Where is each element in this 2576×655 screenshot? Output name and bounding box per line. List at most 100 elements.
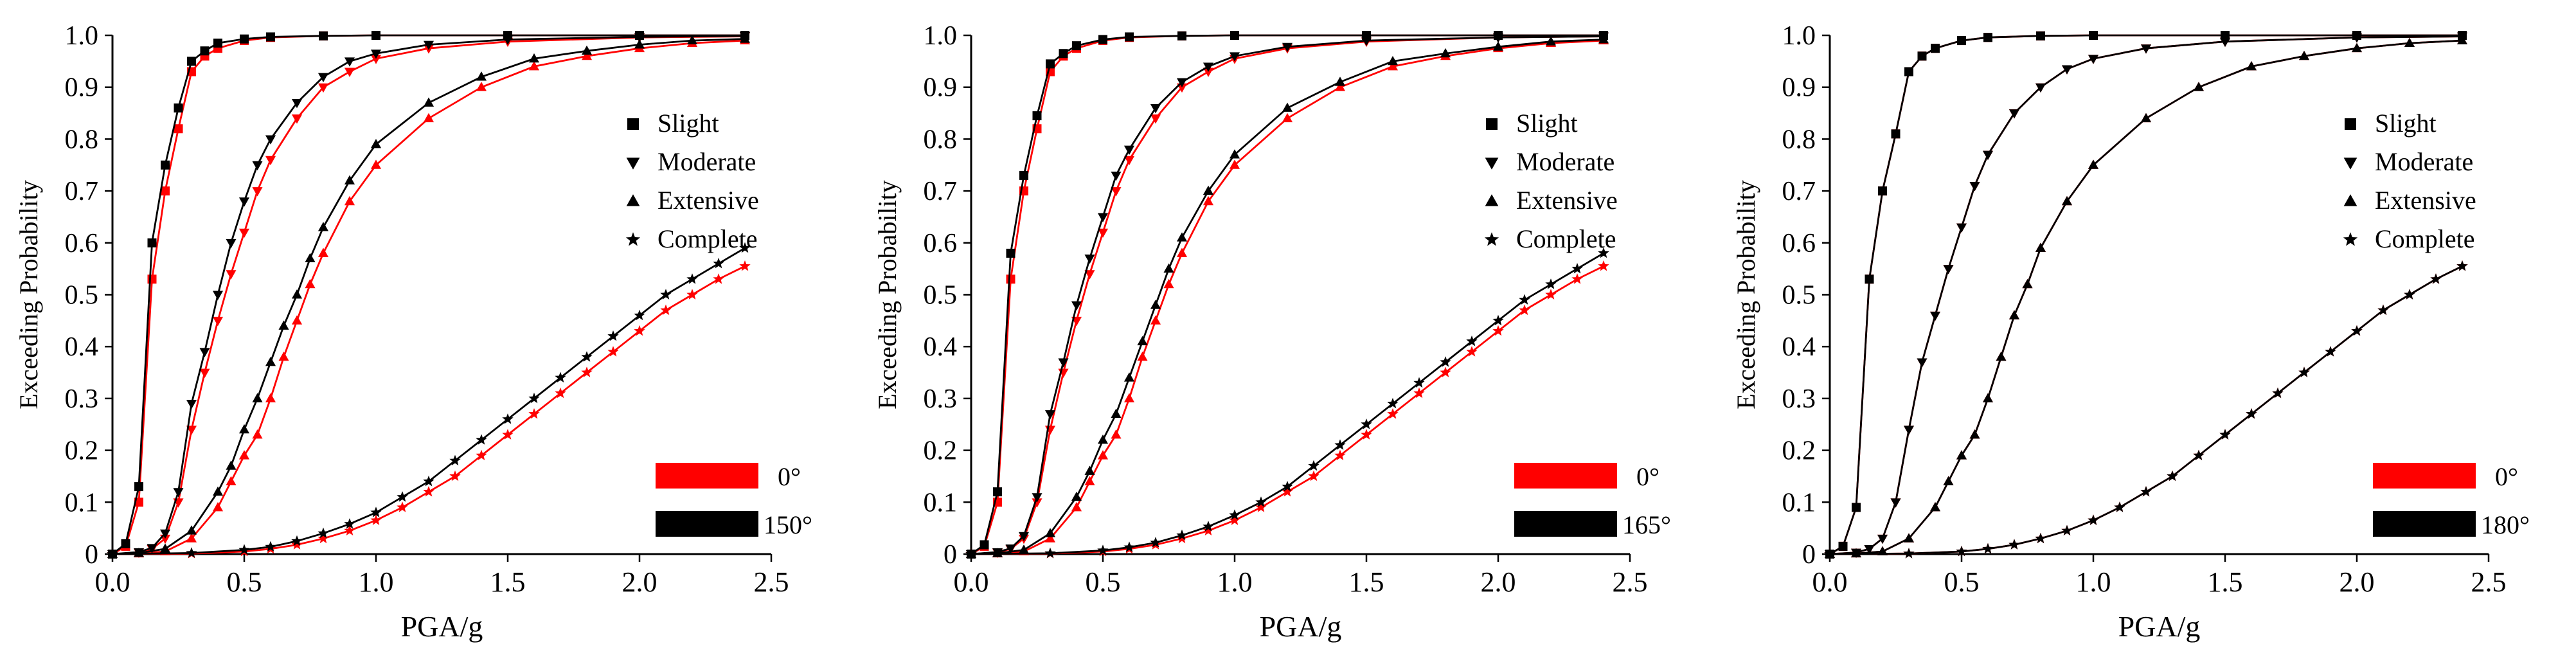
data-point [1943,265,1954,274]
data-point [965,548,977,559]
y-axis-label: Exceeding Probability [1731,180,1760,409]
data-point [660,304,672,316]
y-tick-label: 0.4 [924,332,958,362]
data-point [1492,325,1504,336]
data-point [1545,278,1557,289]
y-tick-label: 0.2 [1782,436,1816,466]
legend-marker-extensive [1485,194,1499,206]
data-point [1852,503,1861,512]
series-moderate-rotated [107,31,751,560]
data-point [186,547,197,558]
x-tick-label: 2.0 [622,566,657,598]
y-axis-label: Exceeding Probability [14,180,43,409]
data-point [370,55,382,64]
data-point [226,238,237,249]
series-line [1829,34,2462,555]
data-point [186,533,197,543]
data-point [1282,486,1293,497]
legend-marker-complete [1484,232,1499,246]
series-line [970,35,1604,555]
data-point [1018,544,1030,554]
data-point [581,351,593,362]
data-point [107,548,118,559]
x-tick-label: 1.5 [490,566,526,598]
data-point [226,476,237,485]
data-point [1982,393,1994,402]
series-extensive-rotated [965,34,1609,558]
data-point [2351,33,2363,43]
data-point [174,124,183,134]
data-point [252,393,263,402]
data-point [993,487,1002,497]
data-point [1931,44,1940,53]
data-point [2022,278,2033,289]
data-point [1006,248,1015,258]
y-tick-label: 0.1 [65,488,99,517]
data-point [186,426,197,435]
data-point [1982,543,1994,554]
data-point [318,247,329,257]
y-tick-label: 0.6 [65,229,99,258]
data-point [1071,501,1082,512]
data-point [1123,372,1135,382]
data-point [1929,501,1941,512]
data-point [1387,408,1399,419]
data-point [266,32,275,42]
data-point [318,222,329,231]
series-extensive-reference [965,35,1609,558]
data-point [739,242,751,253]
data-point [318,83,329,93]
data-point [1150,315,1161,325]
data-point [528,408,540,419]
y-tick-label: 1.0 [924,21,958,51]
data-point [1917,51,1927,61]
series-extensive-rotated [107,33,751,558]
data-point [1097,544,1109,555]
data-point [2088,55,2099,64]
data-point [1072,41,1081,51]
data-point [581,50,593,60]
series-line [112,35,746,555]
angle-key-rotated-label: 180° [2481,510,2530,539]
x-tick-label: 1.5 [2208,566,2243,598]
x-tick-label: 0.5 [227,566,262,598]
data-point [2140,112,2152,123]
series-line [112,34,745,555]
data-point [291,289,303,299]
data-point [1123,393,1135,402]
data-point [1163,278,1174,289]
data-point [476,434,487,445]
data-point [1969,429,1980,439]
y-tick-label: 0.9 [1782,73,1816,103]
data-point [278,351,289,361]
legend-marker-moderate [626,157,640,170]
data-point [1059,49,1068,58]
data-point [1956,223,1967,233]
data-point [1058,358,1069,368]
data-point [1571,263,1583,274]
data-point [449,454,461,466]
data-point [1308,470,1319,481]
data-point [1571,273,1583,284]
data-point [1203,525,1214,535]
data-point [1308,460,1319,471]
data-point [423,97,434,107]
data-point [2351,325,2363,336]
legend-label-slight: Slight [2375,109,2437,138]
data-point [238,197,250,207]
data-point [1111,408,1122,418]
data-point [1005,544,1016,554]
y-tick-label: 0.8 [65,125,99,154]
data-point [226,270,237,280]
angle-key-reference-bar [1514,463,1617,489]
data-point [2404,37,2415,48]
data-point [1123,541,1135,552]
data-point [2114,501,2125,512]
angle-key-reference-bar [656,463,758,489]
data-point [528,53,540,63]
y-tick-label: 0.5 [65,281,99,310]
data-point [1111,429,1122,439]
legend-label-slight: Slight [657,109,719,138]
data-point [1044,410,1056,420]
